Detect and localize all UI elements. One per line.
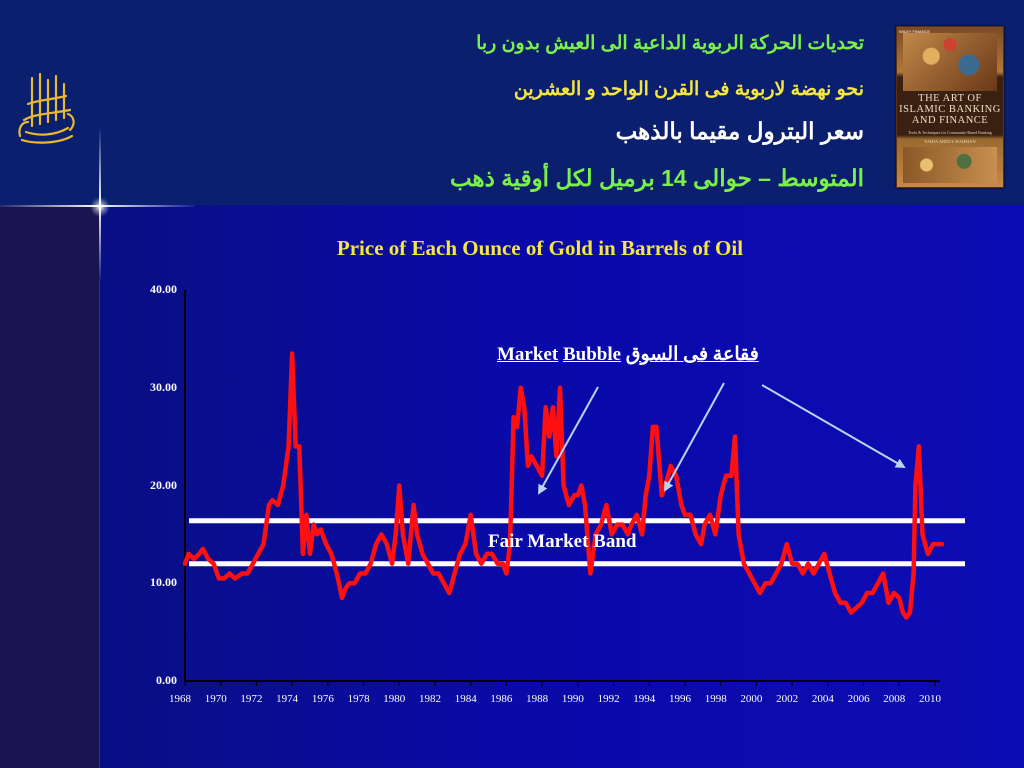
x-tick-label: 1988: [526, 693, 549, 705]
bubble-label-en-2: Bubble: [562, 344, 622, 365]
bubble-arrow-1: [538, 386, 599, 495]
y-tick-label: 40.00: [150, 282, 177, 296]
x-tick-label: 1986: [490, 693, 513, 705]
x-tick-label: 1992: [597, 693, 620, 705]
x-tick-label: 2002: [776, 693, 799, 705]
x-tick-label: 1994: [633, 693, 656, 705]
fair-market-band-label: Fair Market Band: [488, 531, 637, 552]
x-tick-label: 1978: [347, 693, 370, 705]
y-tick-label: 30.00: [150, 379, 177, 394]
book-publisher-tag: WILEY FINANCE: [899, 29, 931, 34]
market-bubble-annotation: Market Bubble فقاعة فى السوق: [497, 343, 759, 366]
x-tick-label: 1972: [240, 693, 263, 705]
book-title: THE ART OF ISLAMIC BANKING AND FINANCE: [899, 93, 1001, 126]
decorative-line: [99, 280, 100, 768]
x-tick-label: 1970: [204, 693, 227, 705]
y-tick-label: 0.00: [156, 673, 177, 687]
book-cover-art-lower: [903, 147, 997, 183]
bubble-label-ar: فقاعة فى السوق: [625, 344, 759, 365]
heading-line-1: تحديات الحركة الربوية الداعية الى العيش …: [476, 33, 864, 54]
book-author: YAHIA ABDUL-RAHMAN: [924, 139, 976, 144]
series-line-0: [182, 351, 945, 620]
x-tick-label: 2010: [919, 693, 941, 705]
x-tick-label: 1980: [383, 693, 406, 705]
book-subtitle: Tools & Techniques for Community-Based B…: [908, 130, 992, 135]
decorative-cross-glow: [90, 197, 110, 217]
x-tick-label: 2008: [883, 693, 906, 705]
x-tick-label: 1984: [454, 693, 477, 705]
x-tick-label: 1990: [561, 693, 584, 705]
x-tick-label: 1982: [419, 693, 441, 705]
calligraphy-logo: [18, 72, 75, 144]
heading-line-2: نحو نهضة لاربوية فى القرن الواحد و العشر…: [513, 79, 864, 100]
x-tick-label: 1998: [704, 693, 727, 705]
bubble-arrow-2: [664, 382, 725, 492]
chart-title: Price of Each Ounce of Gold in Barrels o…: [336, 236, 744, 260]
x-tick-label: 1996: [669, 693, 691, 705]
bubble-arrow-3: [761, 384, 906, 469]
bubble-label-en-1: Market: [497, 344, 559, 365]
x-tick-label: 1968: [169, 693, 191, 705]
book-cover-art: [903, 33, 997, 91]
x-tick-label: 2006: [847, 693, 870, 705]
y-tick-label: 10.00: [150, 575, 177, 590]
y-tick-label: 20.00: [150, 477, 177, 492]
x-tick-label: 2004: [811, 693, 834, 705]
x-tick-label: 2000: [740, 693, 763, 705]
x-tick-label: 1974: [276, 693, 299, 705]
heading-line-3: سعر البترول مقيما بالذهب: [615, 118, 864, 144]
heading-line-4: المتوسط – حوالى 14 برميل لكل أوقية ذهب: [449, 165, 864, 191]
book-cover-image: WILEY FINANCE THE ART OF ISLAMIC BANKING…: [896, 26, 1004, 188]
x-tick-label: 1976: [311, 693, 334, 705]
